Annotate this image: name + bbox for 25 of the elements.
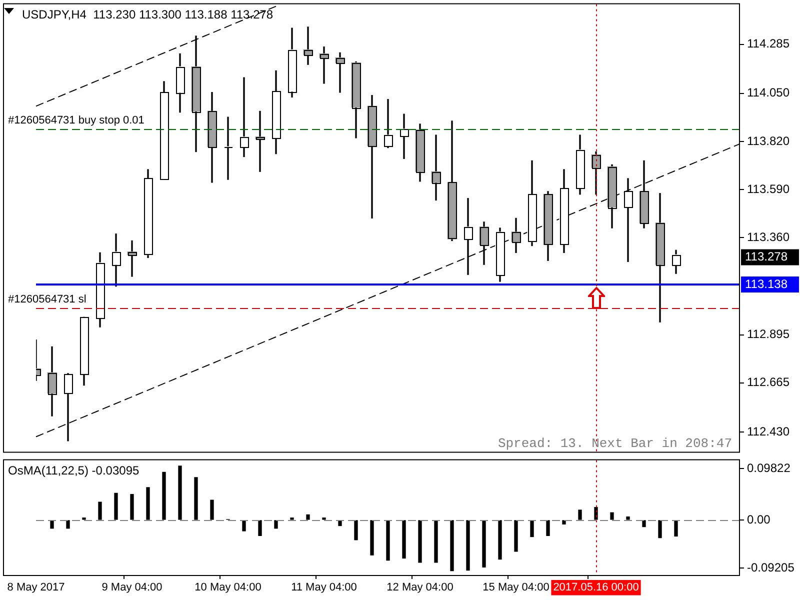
y-tick-label: 113.360 (747, 230, 790, 244)
x-tick-label: 12 May 04:00 (386, 582, 454, 594)
chart-title: USDJPY,H4 113.230 113.300 113.188 113.278 (22, 8, 274, 22)
y-tick-label: 113.590 (747, 182, 790, 196)
text: 113.278 (745, 250, 788, 264)
y-tick-label: 0.09822 (747, 460, 791, 475)
y-tick-label: 114.050 (747, 86, 790, 100)
y-tick-label: 112.430 (747, 424, 790, 438)
ref-line-label: #1260564731 buy stop 0.01 (8, 114, 144, 127)
x-tick-label: 11 May 04:00 (291, 582, 357, 594)
x-tick-label: 10 May 04:00 (194, 582, 262, 594)
x-tick-label: 8 May 2017 (7, 582, 65, 594)
ref-line-label: #1260564731 sl (8, 294, 86, 306)
x-tick-label: 2017.05.16 00:00 (553, 582, 639, 594)
annotation: Spread: 13. Next Bar in 208:47 (498, 436, 732, 451)
ref-line-label: 113.138 (745, 276, 788, 291)
y-tick-label: 113.820 (747, 134, 790, 148)
y-tick-label: 112.665 (747, 375, 790, 390)
y-tick-label: -0.09205 (747, 560, 795, 575)
x-tick-label: 15 May 04:00 (482, 582, 550, 594)
x-tick-label: 9 May 04:00 (102, 582, 162, 594)
y-tick-label: 114.285 (747, 36, 790, 51)
chart-title: OsMA(11,22,5) -0.03095 (8, 464, 140, 478)
y-tick-label: 0.00 (747, 512, 771, 526)
y-tick-label: 112.895 (747, 327, 790, 342)
